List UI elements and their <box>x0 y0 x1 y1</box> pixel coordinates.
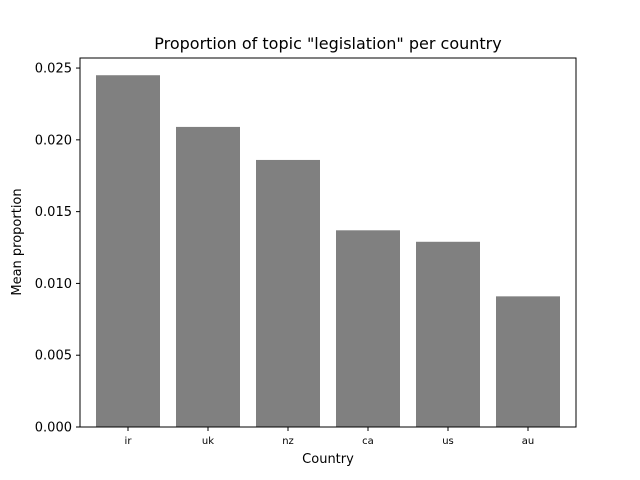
bar-nz <box>256 159 320 427</box>
x-tick-label: au <box>522 436 534 447</box>
y-tick-label: 0.020 <box>35 133 72 148</box>
y-axis-label: Mean proportion <box>10 188 25 295</box>
plot-frame <box>79 57 577 428</box>
x-tick-label: ir <box>125 436 133 447</box>
x-tick-label: uk <box>202 436 214 447</box>
x-axis-ticks: ir uk nz ca us au <box>125 427 534 447</box>
y-axis-ticks: 0.000 0.005 0.010 0.015 0.020 0.025 <box>35 62 80 436</box>
bar-ca <box>336 230 400 427</box>
bar-uk <box>176 126 240 428</box>
bar-ir <box>96 75 160 428</box>
y-tick-label: 0.015 <box>35 205 72 220</box>
y-tick-label: 0.010 <box>35 277 72 292</box>
x-tick-label: nz <box>282 436 294 447</box>
y-tick-label: 0.005 <box>35 349 72 364</box>
y-tick-label: 0.000 <box>35 421 72 436</box>
bar-au <box>496 296 560 427</box>
bars-group <box>96 75 560 428</box>
chart-title: Proportion of topic "legislation" per co… <box>154 34 501 53</box>
x-tick-label: us <box>442 436 454 447</box>
x-tick-label: ca <box>362 436 374 447</box>
y-tick-label: 0.025 <box>35 62 72 77</box>
bar-us <box>416 241 480 427</box>
x-axis-label: Country <box>302 452 354 467</box>
